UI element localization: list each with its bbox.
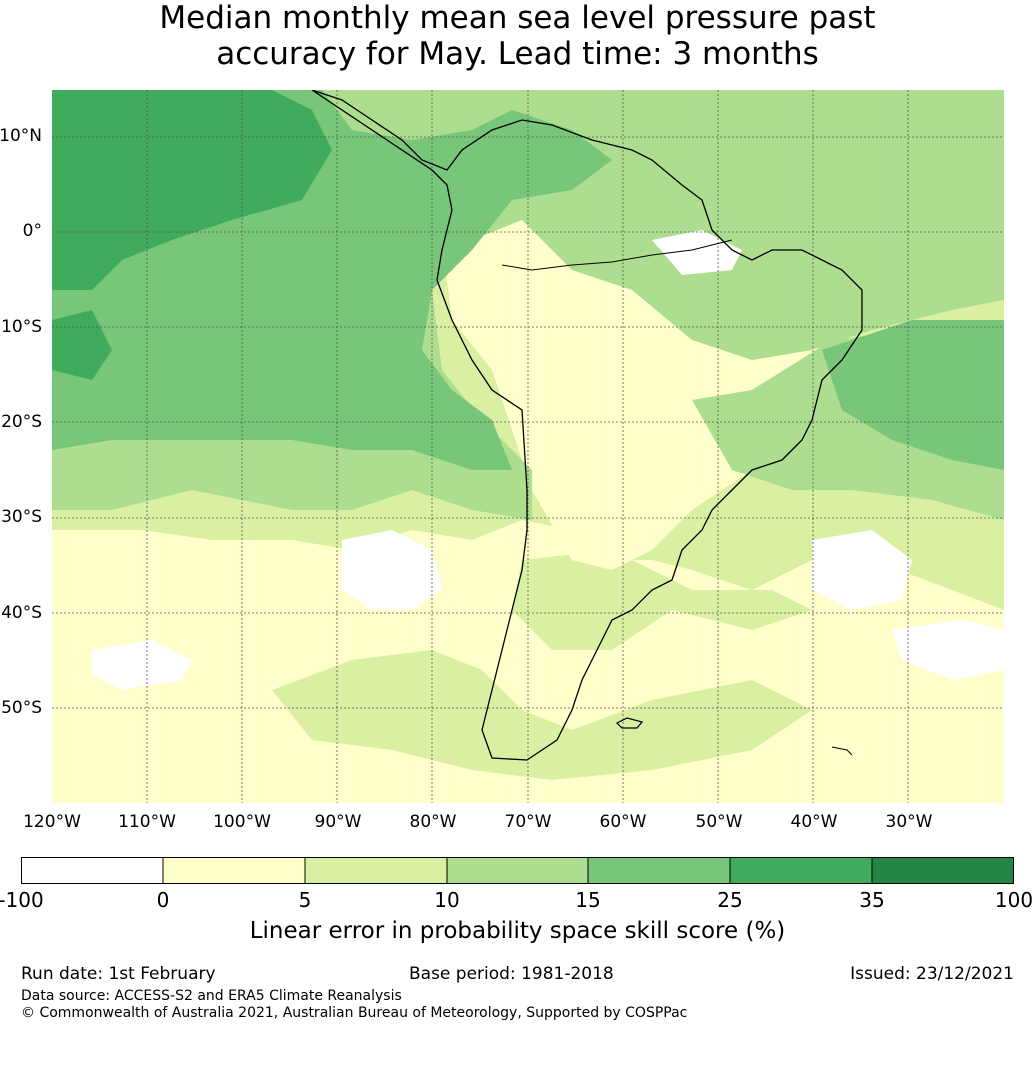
- skill-region-negative-2: [812, 530, 912, 610]
- issued-date: Issued: 23/12/2021: [850, 964, 1014, 984]
- colorbar-tick-neg100: -100: [0, 888, 44, 912]
- colorbar: [21, 857, 1014, 884]
- colorbar-bin-25-35: [730, 857, 872, 884]
- skill-region-5-10-south: [272, 650, 812, 780]
- skill-score-map: [52, 90, 1004, 803]
- lon-label-70w: 70°W: [504, 812, 552, 832]
- lon-label-60w: 60°W: [599, 812, 647, 832]
- base-period: Base period: 1981-2018: [409, 964, 614, 984]
- colorbar-tick-15: 15: [575, 888, 601, 912]
- lon-label-50w: 50°W: [695, 812, 743, 832]
- lon-label-80w: 80°W: [409, 812, 457, 832]
- lat-label-10n: 10°N: [0, 126, 42, 146]
- lat-label-30s: 30°S: [1, 507, 42, 527]
- copyright: © Commonwealth of Australia 2021, Austra…: [21, 1005, 688, 1021]
- colorbar-tick-35: 35: [859, 888, 885, 912]
- falkland-islands: [615, 717, 644, 729]
- skill-region-negative-4: [92, 640, 192, 690]
- graticule: [52, 90, 1004, 803]
- colorbar-tick-25: 25: [717, 888, 743, 912]
- lon-label-110w: 110°W: [118, 812, 176, 832]
- colorbar-tick-0: 0: [156, 888, 170, 912]
- lon-label-30w: 30°W: [885, 812, 933, 832]
- colorbar-label: Linear error in probability space skill …: [249, 918, 786, 944]
- lat-label-0: 0°: [22, 221, 42, 241]
- skill-region-5-10-mid: [512, 550, 812, 650]
- lat-label-10s: 10°S: [1, 317, 42, 337]
- amazon-river: [501, 239, 733, 271]
- skill-region-25-35-west: [52, 310, 112, 380]
- skill-region-negative-1: [342, 530, 442, 610]
- title-line-2: accuracy for May. Lead time: 3 months: [216, 36, 819, 72]
- colorbar-tick-5: 5: [298, 888, 312, 912]
- colorbar-bin-35-100: [872, 857, 1014, 884]
- skill-region-15-25-east: [822, 320, 1004, 470]
- colorbar-bin-15-25: [588, 857, 730, 884]
- map-title: Median monthly mean sea level pressure p…: [0, 0, 1035, 72]
- colorbar-bin-neg100-0: [21, 857, 163, 884]
- title-line-1: Median monthly mean sea level pressure p…: [159, 0, 876, 36]
- lat-label-20s: 20°S: [1, 412, 42, 432]
- south-america-coastline: [311, 90, 863, 761]
- lon-label-120w: 120°W: [23, 812, 81, 832]
- south-georgia: [831, 746, 853, 756]
- lat-label-40s: 40°S: [1, 603, 42, 623]
- colorbar-bin-0-5: [163, 857, 305, 884]
- skill-region-25-35: [52, 90, 332, 290]
- skill-region-negative-5: [652, 230, 742, 275]
- colorbar-frame: [21, 857, 1014, 884]
- run-date: Run date: 1st February: [21, 964, 216, 984]
- colorbar-dividers: [162, 857, 873, 884]
- lat-label-50s: 50°S: [1, 698, 42, 718]
- colorbar-tick-10: 10: [434, 888, 460, 912]
- lon-label-100w: 100°W: [213, 812, 271, 832]
- colorbar-tick-100: 100: [994, 888, 1034, 912]
- skill-region-negative-3: [892, 620, 1004, 680]
- colorbar-bin-5-10: [305, 857, 447, 884]
- colorbar-bin-10-15: [447, 857, 588, 884]
- lon-label-90w: 90°W: [314, 812, 362, 832]
- lon-label-40w: 40°W: [790, 812, 838, 832]
- data-source: Data source: ACCESS-S2 and ERA5 Climate …: [21, 988, 402, 1004]
